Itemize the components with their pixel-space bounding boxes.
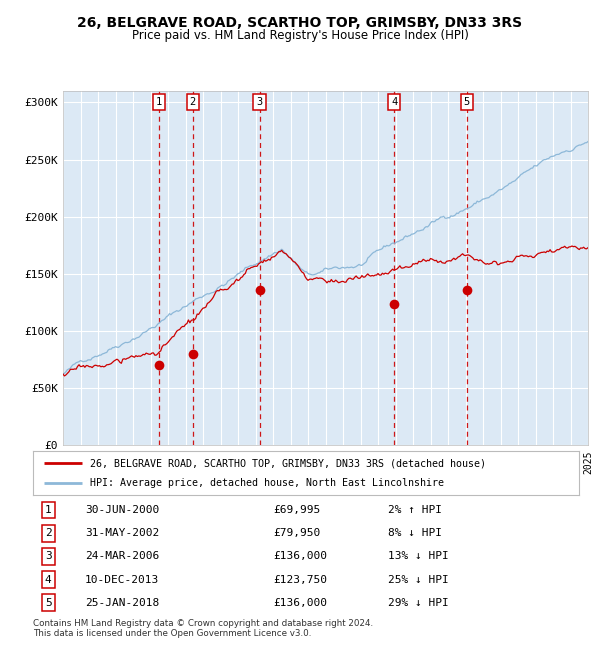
- Text: 5: 5: [464, 97, 470, 107]
- Text: 24-MAR-2006: 24-MAR-2006: [85, 551, 159, 562]
- Text: 25% ↓ HPI: 25% ↓ HPI: [388, 575, 449, 584]
- Text: Contains HM Land Registry data © Crown copyright and database right 2024.
This d: Contains HM Land Registry data © Crown c…: [33, 619, 373, 638]
- Text: 4: 4: [45, 575, 52, 584]
- Text: 13% ↓ HPI: 13% ↓ HPI: [388, 551, 449, 562]
- Text: 25-JAN-2018: 25-JAN-2018: [85, 598, 159, 608]
- Text: £136,000: £136,000: [273, 598, 327, 608]
- Text: 2: 2: [45, 528, 52, 538]
- Text: 2: 2: [190, 97, 196, 107]
- Text: 26, BELGRAVE ROAD, SCARTHO TOP, GRIMSBY, DN33 3RS: 26, BELGRAVE ROAD, SCARTHO TOP, GRIMSBY,…: [77, 16, 523, 31]
- Text: 4: 4: [391, 97, 398, 107]
- Text: £69,995: £69,995: [273, 505, 320, 515]
- Text: 10-DEC-2013: 10-DEC-2013: [85, 575, 159, 584]
- Text: £136,000: £136,000: [273, 551, 327, 562]
- Text: 1: 1: [45, 505, 52, 515]
- Text: 31-MAY-2002: 31-MAY-2002: [85, 528, 159, 538]
- Text: HPI: Average price, detached house, North East Lincolnshire: HPI: Average price, detached house, Nort…: [91, 478, 445, 488]
- Text: £123,750: £123,750: [273, 575, 327, 584]
- Text: 3: 3: [256, 97, 263, 107]
- Text: 3: 3: [45, 551, 52, 562]
- Text: Price paid vs. HM Land Registry's House Price Index (HPI): Price paid vs. HM Land Registry's House …: [131, 29, 469, 42]
- Text: 8% ↓ HPI: 8% ↓ HPI: [388, 528, 442, 538]
- Text: £79,950: £79,950: [273, 528, 320, 538]
- Text: 5: 5: [45, 598, 52, 608]
- Text: 30-JUN-2000: 30-JUN-2000: [85, 505, 159, 515]
- Text: 2% ↑ HPI: 2% ↑ HPI: [388, 505, 442, 515]
- Text: 29% ↓ HPI: 29% ↓ HPI: [388, 598, 449, 608]
- Text: 1: 1: [156, 97, 163, 107]
- Text: 26, BELGRAVE ROAD, SCARTHO TOP, GRIMSBY, DN33 3RS (detached house): 26, BELGRAVE ROAD, SCARTHO TOP, GRIMSBY,…: [91, 458, 487, 468]
